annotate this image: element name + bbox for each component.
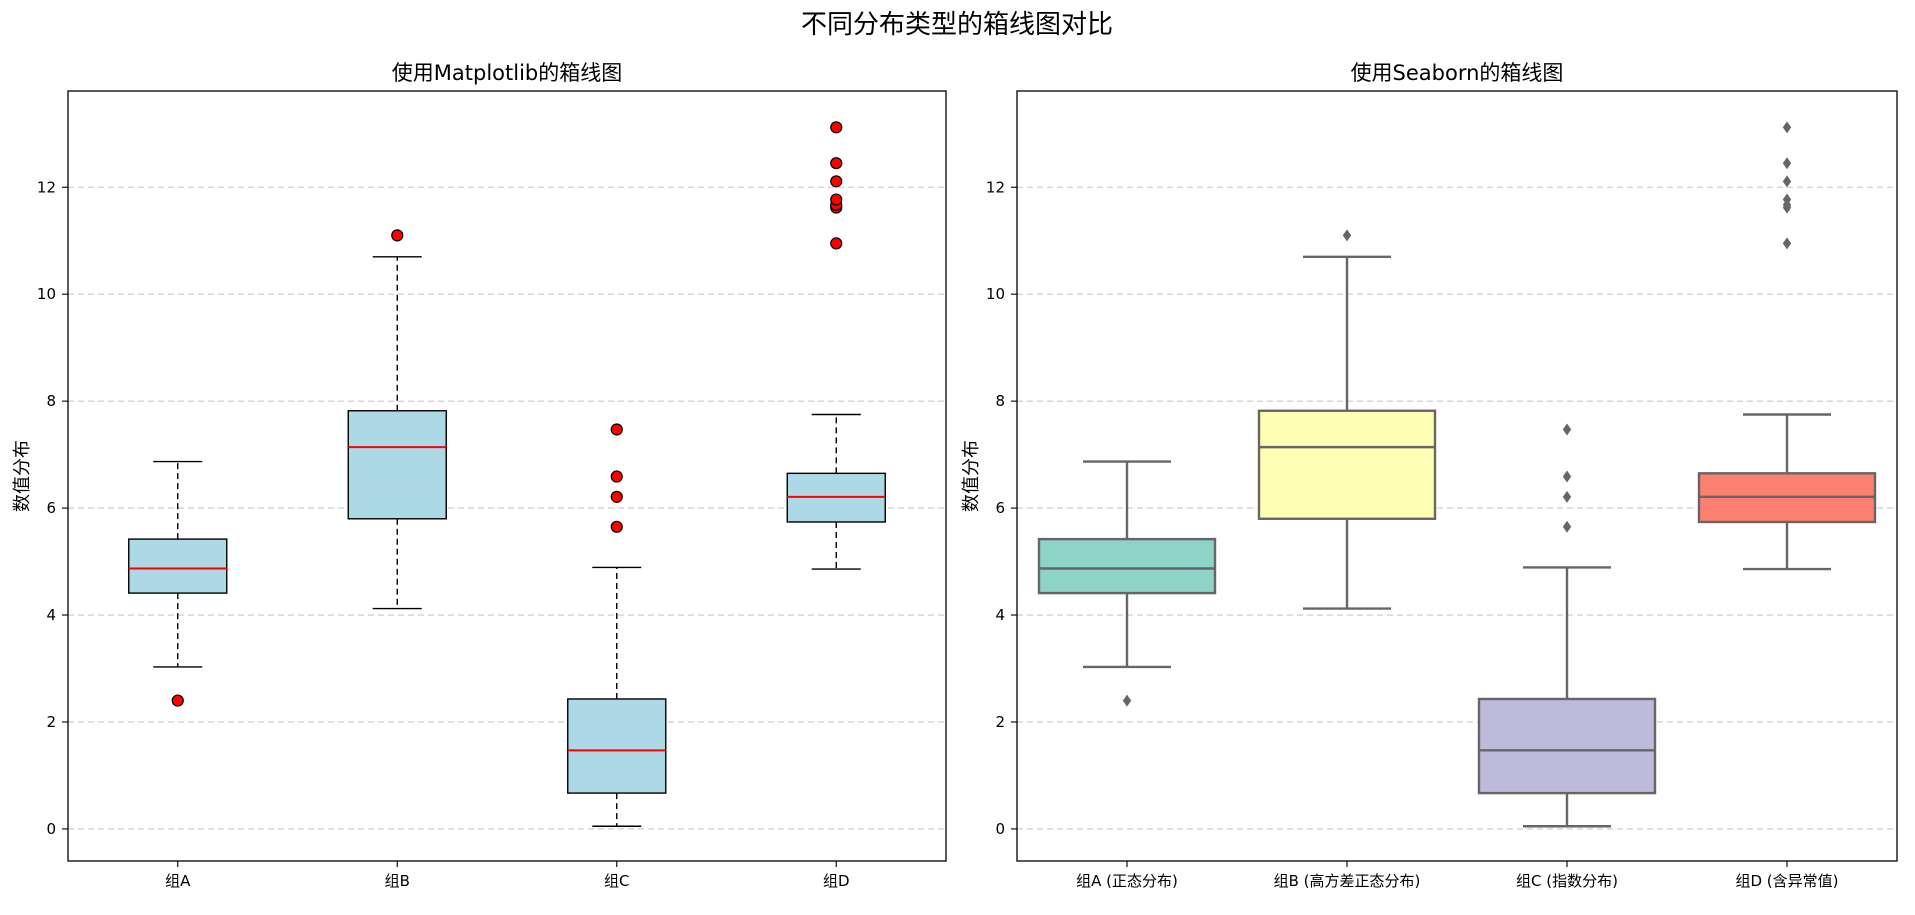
outlier-point [610,490,623,503]
x-ticks: 组A (正态分布) 组B (高方差正态分布) 组C (指数分布) 组D (含异常值) [1076,861,1839,890]
box-iqr [1257,409,1437,520]
outlier-point [830,121,843,134]
outlier-point [610,520,623,533]
outlier-point [1782,237,1792,250]
x-tick-label: 组B [385,872,410,890]
x-tick-label: 组A [165,872,191,890]
y-tick-label: 12 [986,178,1005,196]
box-iqr [128,538,228,594]
boxes [128,121,886,827]
x-tick-label: 组C [604,872,629,890]
y-tick-label: 6 [995,499,1005,517]
y-tick-label: 2 [46,713,56,731]
box-group [1477,423,1657,828]
x-tick-label: 组B (高方差正态分布) [1274,872,1421,890]
outlier-point [1562,470,1572,483]
outlier-point [1122,694,1132,707]
plot-area-frame [1016,90,1898,862]
x-tick-label: 组A (正态分布) [1076,872,1178,890]
box-iqr [567,698,667,794]
box-iqr [1037,537,1217,595]
outlier-point [1562,490,1572,503]
outlier-point [830,237,843,250]
box-group [786,121,886,570]
y-ticks: 0 2 4 6 8 10 12 [986,178,1017,838]
x-tick-label: 组C (指数分布) [1516,872,1618,890]
y-tick-label: 6 [46,499,56,517]
x-ticks: 组A 组B 组C 组D [165,861,850,890]
outlier-point [391,229,404,242]
box-group [1697,121,1877,571]
y-axis-label: 数值分布 [12,440,33,512]
y-ticks: 0 2 4 6 8 10 12 [37,178,68,838]
box-group [347,229,447,610]
outlier-point [171,694,184,707]
plot-area-frame [67,90,947,862]
outlier-point [1562,520,1572,533]
outlier-point [1782,193,1792,206]
y-tick-label: 10 [986,285,1005,303]
box-iqr [1477,697,1657,795]
y-tick-label: 0 [995,820,1005,838]
box-group [1257,229,1437,610]
outlier-point [1342,229,1352,242]
x-tick-label: 组D (含异常值) [1735,872,1838,890]
y-tick-label: 12 [37,178,56,196]
figure-suptitle: 不同分布类型的箱线图对比 [801,10,1113,40]
outlier-point [1562,423,1572,436]
y-tick-label: 8 [46,392,56,410]
box-iqr [347,410,447,520]
chart-panel-matplotlib: 使用Matplotlib的箱线图 数值分布 0 2 4 6 8 10 12 组A 组B 组C 组D [12,61,947,890]
panel-title: 使用Seaborn的箱线图 [1351,61,1564,85]
outlier-point [610,423,623,436]
y-tick-label: 4 [995,606,1005,624]
chart-panel-seaborn: 使用Seaborn的箱线图 数值分布 0 2 4 6 8 10 12 组A (正态分布) 组B… [961,61,1898,890]
x-tick-label: 组D [823,872,850,890]
outlier-point [610,470,623,483]
panel-title: 使用Matplotlib的箱线图 [392,61,622,85]
y-tick-label: 4 [46,606,56,624]
y-tick-label: 2 [995,713,1005,731]
y-tick-label: 8 [995,392,1005,410]
outlier-point [830,157,843,170]
y-axis-label: 数值分布 [961,440,982,512]
box-group [1037,460,1217,707]
outlier-point [1782,175,1792,188]
outlier-point [1782,157,1792,170]
outlier-point [1782,121,1792,134]
box-group [567,423,667,827]
outlier-point [830,193,843,206]
y-tick-label: 10 [37,285,56,303]
y-tick-label: 0 [46,820,56,838]
boxes [1037,121,1877,828]
outlier-point [830,175,843,188]
box-group [128,460,228,707]
